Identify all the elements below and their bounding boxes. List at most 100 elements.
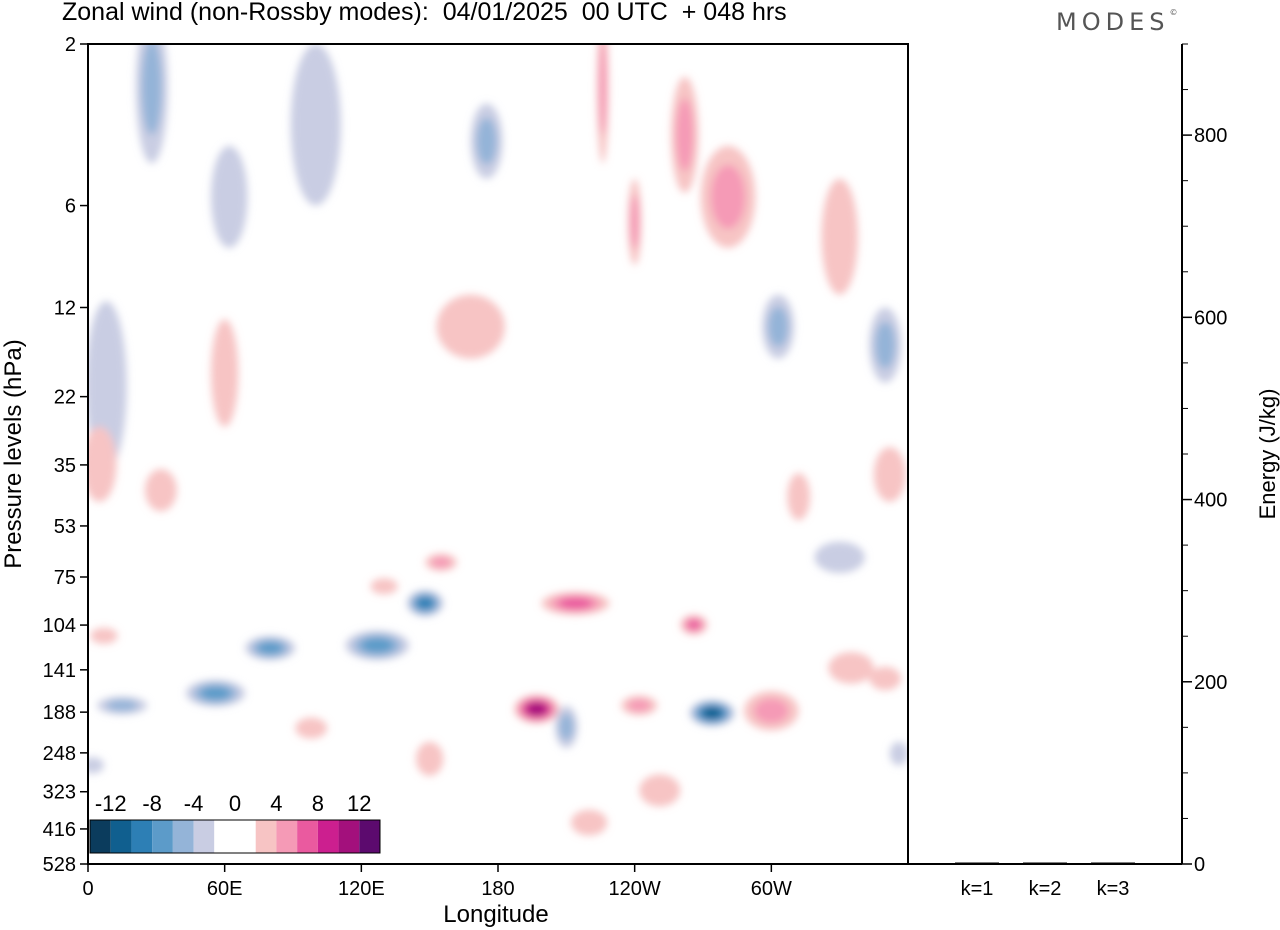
wind-anomaly-8: [211, 319, 239, 427]
wind-anomaly-33: [787, 473, 811, 521]
wind-anomaly-36: [828, 652, 874, 684]
contour-band: [290, 44, 341, 206]
y-tick-label: 416: [43, 819, 76, 841]
contour-band: [361, 637, 394, 653]
colorbar-swatch: [152, 820, 173, 853]
contour-band: [211, 145, 248, 248]
colorbar-swatch: [172, 820, 194, 853]
wind-anomaly-41: [596, 44, 609, 164]
contour-band: [570, 809, 608, 836]
colorbar-swatch: [90, 820, 111, 853]
contour-band: [676, 98, 694, 172]
x-tick-label: 0: [82, 878, 93, 900]
contour-band: [417, 597, 434, 609]
contour-band: [144, 469, 177, 512]
colorbar-swatch: [235, 820, 256, 853]
wind-anomaly-35: [814, 541, 865, 574]
wind-anomaly-27: [680, 614, 708, 635]
x-tick-label: 60W: [751, 878, 792, 900]
colorbar-swatch: [193, 820, 215, 853]
wind-anomaly-22: [541, 591, 610, 615]
wind-anomaly-26: [639, 774, 681, 807]
colorbar-label: -4: [184, 791, 204, 816]
x-tick-label: 120W: [609, 878, 661, 900]
contour-band: [200, 686, 231, 700]
energy-tick-label: 600: [1194, 307, 1227, 329]
energy-category-label: k=3: [1097, 878, 1130, 900]
wind-anomaly-37: [869, 307, 902, 383]
wind-anomaly-11: [245, 635, 296, 661]
wind-anomaly-20: [436, 294, 505, 359]
chart-title: Zonal wind (non-Rossby modes): 04/01/202…: [62, 0, 787, 26]
contour-band: [436, 294, 505, 359]
wind-anomaly-39: [869, 666, 902, 691]
contour-band: [869, 666, 902, 691]
energy-axis-label: Energy (J/kg): [1255, 389, 1280, 520]
wind-anomaly-4: [97, 696, 148, 715]
x-tick-label: 60E: [207, 878, 243, 900]
x-axis-label: Longitude: [443, 901, 548, 928]
contour-band: [687, 619, 701, 630]
contour-band: [639, 774, 681, 807]
contour-band: [875, 321, 896, 369]
colorbar-swatch: [214, 820, 235, 853]
contour-band: [559, 713, 574, 741]
contour-band: [828, 652, 874, 684]
colorbar-swatch: [131, 820, 153, 853]
contour-band: [754, 698, 789, 724]
contour-band: [710, 165, 746, 229]
contour-band: [889, 741, 908, 766]
energy-bar-k=2: [1023, 862, 1067, 864]
contour-band: [821, 178, 858, 295]
colorbar-label: -12: [95, 791, 127, 816]
contour-band: [558, 597, 593, 610]
contour-band: [703, 707, 722, 719]
y-tick-label: 141: [43, 660, 76, 682]
colorbar-swatch: [317, 820, 339, 853]
logo-text: MODES: [1056, 8, 1170, 36]
wind-anomaly-2: [88, 426, 117, 502]
y-tick-label: 53: [54, 516, 76, 538]
heatmap: [88, 44, 908, 836]
contour-band: [627, 699, 651, 712]
y-tick-label: 528: [43, 854, 76, 876]
colorbar-label: 12: [347, 791, 371, 816]
wind-anomaly-7: [144, 469, 177, 512]
energy-bar-k=3: [1091, 862, 1135, 864]
energy-category-label: k=2: [1029, 878, 1062, 900]
colorbar-swatch: [276, 820, 298, 853]
contour-band: [106, 699, 138, 712]
colorbar-label: 4: [270, 791, 282, 816]
x-tick-label: 120E: [338, 878, 385, 900]
contour-band: [630, 194, 639, 249]
colorbar-swatch: [110, 820, 132, 853]
contour-band: [90, 627, 118, 644]
wind-anomaly-9: [211, 145, 248, 248]
wind-anomaly-3: [90, 627, 118, 644]
energy-bar-k=1: [955, 862, 999, 864]
wind-anomaly-23: [554, 705, 578, 749]
contour-band: [370, 578, 398, 595]
energy-tick-label: 200: [1194, 672, 1227, 694]
wind-anomaly-32: [671, 76, 699, 193]
wind-anomaly-21: [513, 694, 560, 724]
wind-anomaly-14: [345, 630, 410, 661]
y-tick-label: 6: [65, 196, 76, 218]
wind-anomaly-17: [425, 553, 457, 571]
contour-band: [88, 757, 104, 774]
wind-anomaly-30: [744, 691, 799, 731]
wind-anomaly-6: [135, 44, 168, 164]
logo-mark: ©: [1169, 8, 1178, 17]
energy-tick-label: 400: [1194, 490, 1227, 512]
colorbar: -12 -8 -4 0 4 8 12: [89, 791, 381, 854]
contour-band: [527, 703, 546, 715]
contour-band: [295, 717, 328, 739]
wind-anomaly-34: [821, 178, 858, 295]
y-tick-label: 2: [65, 34, 76, 56]
colorbar-swatch: [297, 820, 318, 853]
contour-band: [787, 473, 811, 521]
wind-anomaly-38: [873, 447, 906, 502]
wind-anomaly-16: [406, 590, 444, 617]
wind-anomaly-10: [185, 679, 246, 707]
colorbar-swatch: [359, 820, 380, 853]
